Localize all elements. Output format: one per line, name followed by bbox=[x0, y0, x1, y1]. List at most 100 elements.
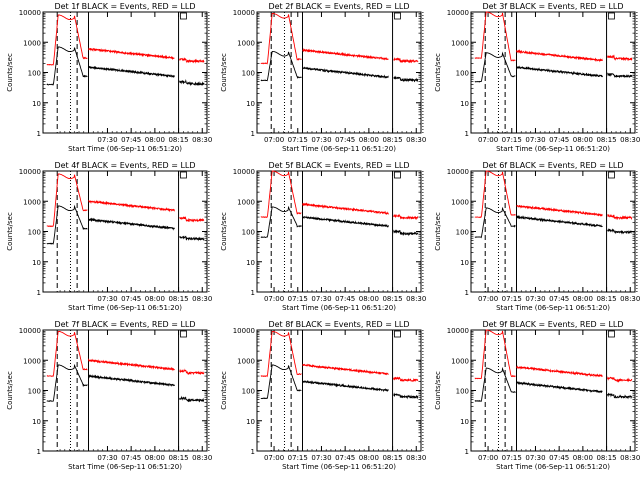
y-tick-label: 10 bbox=[32, 259, 41, 267]
x-tick-label: 08:15 bbox=[596, 136, 616, 144]
y-tick-label: 10000 bbox=[447, 9, 469, 17]
x-tick-label: 08:15 bbox=[596, 295, 616, 303]
series-line-events bbox=[46, 363, 88, 402]
plot-frame bbox=[470, 329, 636, 452]
x-tick-label: 07:15 bbox=[288, 136, 308, 144]
y-tick-label: 100 bbox=[456, 70, 469, 78]
x-axis-label: Start Time (06-Sep-11 06:51:20) bbox=[282, 304, 396, 312]
y-tick-label: 100 bbox=[28, 70, 41, 78]
series-line-events bbox=[474, 51, 516, 83]
plot-frame bbox=[470, 11, 636, 134]
series-line-lld bbox=[302, 47, 389, 61]
panel-det-2f: Det 2f BLACK = Events, RED = LLD 1 10 100 10… bbox=[220, 2, 426, 153]
y-tick-label: 100 bbox=[456, 388, 469, 396]
x-tick-label: 08:00 bbox=[145, 295, 165, 303]
x-tick-label: 07:00 bbox=[264, 295, 284, 303]
series-line-lld bbox=[88, 47, 175, 60]
series-line-lld bbox=[88, 358, 175, 372]
series-line-lld bbox=[516, 204, 603, 217]
series-line-events bbox=[88, 217, 175, 231]
y-axis-label: Counts/sec bbox=[6, 53, 14, 92]
series-line-lld bbox=[393, 213, 419, 221]
series-line-events bbox=[516, 65, 603, 78]
series-line-lld bbox=[393, 376, 419, 383]
y-tick-label: 10 bbox=[246, 100, 255, 108]
series-line-events bbox=[302, 66, 389, 79]
series-line-events bbox=[607, 392, 633, 400]
series-line-lld bbox=[302, 363, 389, 376]
y-tick-label: 1000 bbox=[23, 198, 41, 206]
x-tick-label: 08:30 bbox=[406, 295, 426, 303]
marker-box bbox=[180, 171, 187, 179]
series-line-lld bbox=[607, 376, 633, 383]
x-tick-label: 07:45 bbox=[335, 454, 355, 462]
x-tick-label: 08:15 bbox=[168, 454, 188, 462]
marker-box bbox=[180, 330, 187, 338]
y-tick-label: 10000 bbox=[447, 168, 469, 176]
series-line-events bbox=[607, 72, 633, 79]
y-axis-label: Counts/sec bbox=[220, 53, 228, 92]
x-tick-label: 08:30 bbox=[192, 454, 212, 462]
series-line-events bbox=[46, 46, 88, 86]
plot-frame bbox=[42, 170, 208, 293]
series-line-events bbox=[46, 204, 88, 245]
series-line-lld bbox=[607, 54, 633, 62]
y-tick-label: 1000 bbox=[23, 39, 41, 47]
marker-box bbox=[608, 330, 615, 338]
x-tick-label: 08:30 bbox=[620, 295, 640, 303]
plot-frame bbox=[42, 11, 208, 134]
x-tick-label: 07:15 bbox=[502, 136, 522, 144]
series-line-events bbox=[393, 392, 419, 400]
x-axis-label: Start Time (06-Sep-11 06:51:20) bbox=[282, 463, 396, 471]
y-tick-label: 1000 bbox=[451, 39, 469, 47]
series-line-events bbox=[302, 379, 389, 393]
y-tick-label: 1000 bbox=[237, 39, 255, 47]
series-line-lld bbox=[179, 57, 205, 64]
series-line-events bbox=[393, 75, 419, 83]
x-tick-label: 07:45 bbox=[335, 136, 355, 144]
x-tick-label: 07:45 bbox=[549, 454, 569, 462]
marker-box bbox=[608, 12, 615, 20]
marker-box bbox=[394, 12, 401, 20]
series-line-events bbox=[260, 364, 302, 400]
y-axis-label: Counts/sec bbox=[434, 371, 442, 410]
panel-det-4f: Det 4f BLACK = Events, RED = LLD 1 10 100 10… bbox=[6, 161, 212, 312]
y-tick-label: 10000 bbox=[19, 9, 41, 17]
y-tick-label: 10000 bbox=[447, 327, 469, 335]
x-tick-label: 07:30 bbox=[525, 295, 545, 303]
panel-det-1f: Det 1f BLACK = Events, RED = LLD 1 10 100 10… bbox=[6, 2, 212, 153]
series-line-events bbox=[474, 366, 516, 403]
x-tick-label: 08:15 bbox=[168, 295, 188, 303]
panel-title: Det 6f BLACK = Events, RED = LLD bbox=[482, 161, 623, 170]
panel-title: Det 3f BLACK = Events, RED = LLD bbox=[482, 2, 623, 11]
y-tick-label: 10 bbox=[246, 259, 255, 267]
series-line-events bbox=[179, 395, 205, 403]
y-tick-label: 1 bbox=[37, 289, 41, 297]
y-tick-label: 1000 bbox=[237, 357, 255, 365]
series-line-lld bbox=[302, 202, 389, 216]
x-tick-label: 07:45 bbox=[335, 295, 355, 303]
series-line-lld bbox=[474, 170, 516, 219]
x-tick-label: 07:45 bbox=[549, 295, 569, 303]
panel-title: Det 8f BLACK = Events, RED = LLD bbox=[268, 320, 409, 329]
y-tick-label: 10 bbox=[460, 100, 469, 108]
marker-box bbox=[394, 330, 401, 338]
panel-det-6f: Det 6f BLACK = Events, RED = LLD 1 10 100 10… bbox=[434, 161, 640, 312]
panel-title: Det 5f BLACK = Events, RED = LLD bbox=[268, 161, 409, 170]
x-tick-label: 07:15 bbox=[502, 454, 522, 462]
x-tick-label: 08:00 bbox=[573, 295, 593, 303]
series-line-lld bbox=[46, 173, 88, 228]
x-tick-label: 08:00 bbox=[359, 454, 379, 462]
panel-title: Det 2f BLACK = Events, RED = LLD bbox=[268, 2, 409, 11]
series-line-lld bbox=[516, 49, 603, 63]
y-tick-label: 100 bbox=[28, 388, 41, 396]
y-tick-label: 1 bbox=[465, 130, 469, 138]
x-axis-label: Start Time (06-Sep-11 06:51:20) bbox=[496, 463, 610, 471]
series-line-lld bbox=[46, 330, 88, 377]
marker-box bbox=[608, 171, 615, 179]
panel-title: Det 9f BLACK = Events, RED = LLD bbox=[482, 320, 623, 329]
series-line-lld bbox=[46, 14, 88, 66]
x-axis-label: Start Time (06-Sep-11 06:51:20) bbox=[68, 145, 182, 153]
x-tick-label: 07:30 bbox=[311, 136, 331, 144]
y-axis-label: Counts/sec bbox=[6, 212, 14, 251]
